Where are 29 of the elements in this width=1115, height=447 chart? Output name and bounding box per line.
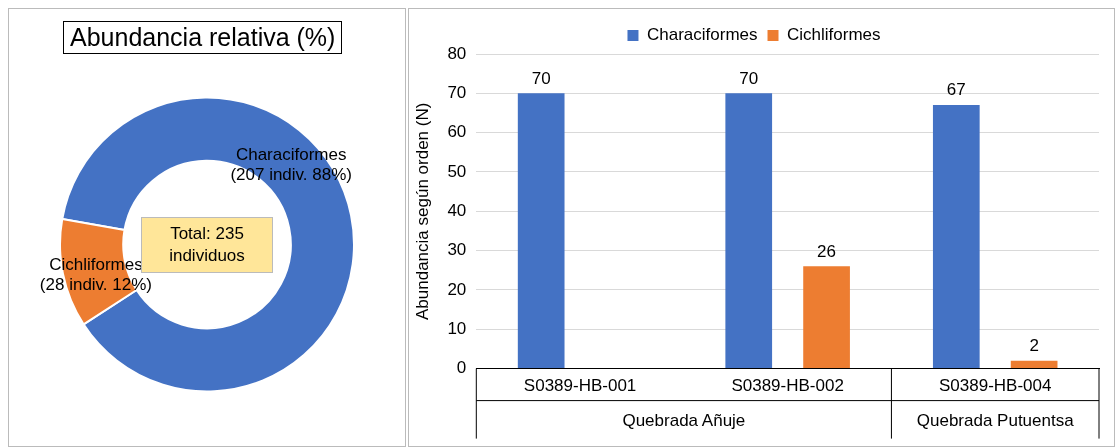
- y-tick-label: 60: [447, 122, 467, 142]
- bar: [517, 93, 565, 369]
- x-tick-label: S0389-HB-002: [731, 376, 844, 396]
- y-tick-label: 50: [447, 161, 467, 181]
- x-tick-label: S0389-HB-004: [938, 376, 1052, 396]
- chart-title: Abundancia relativa (%): [63, 21, 343, 54]
- bar: [932, 105, 980, 369]
- data-label: 67: [946, 80, 966, 100]
- y-axis-title: Abundancia según orden (N): [412, 102, 432, 320]
- text: Quebrada Putuentsa: [916, 411, 1075, 431]
- text: Quebrada Añuje: [622, 411, 746, 431]
- legend-label: Characiformes: [646, 25, 758, 45]
- text: Total: 235 individuos: [141, 216, 273, 273]
- bar: [725, 93, 773, 369]
- bar: [803, 266, 850, 369]
- y-tick-label: 80: [447, 43, 467, 63]
- y-tick-label: 40: [447, 200, 467, 220]
- legend-label: Cichliformes: [787, 25, 881, 45]
- data-label: 2: [1029, 335, 1039, 355]
- bar: [1010, 360, 1058, 369]
- y-tick-label: 20: [447, 279, 467, 299]
- y-tick-label: 30: [447, 240, 467, 260]
- y-tick-label: 10: [447, 318, 467, 338]
- y-tick-label: 70: [447, 83, 467, 103]
- x-tick-label: S0389-HB-001: [523, 376, 637, 396]
- data-label: 26: [817, 241, 837, 261]
- y-tick-label: 0: [456, 358, 467, 378]
- data-label: 70: [531, 68, 551, 88]
- data-label: 70: [739, 68, 759, 88]
